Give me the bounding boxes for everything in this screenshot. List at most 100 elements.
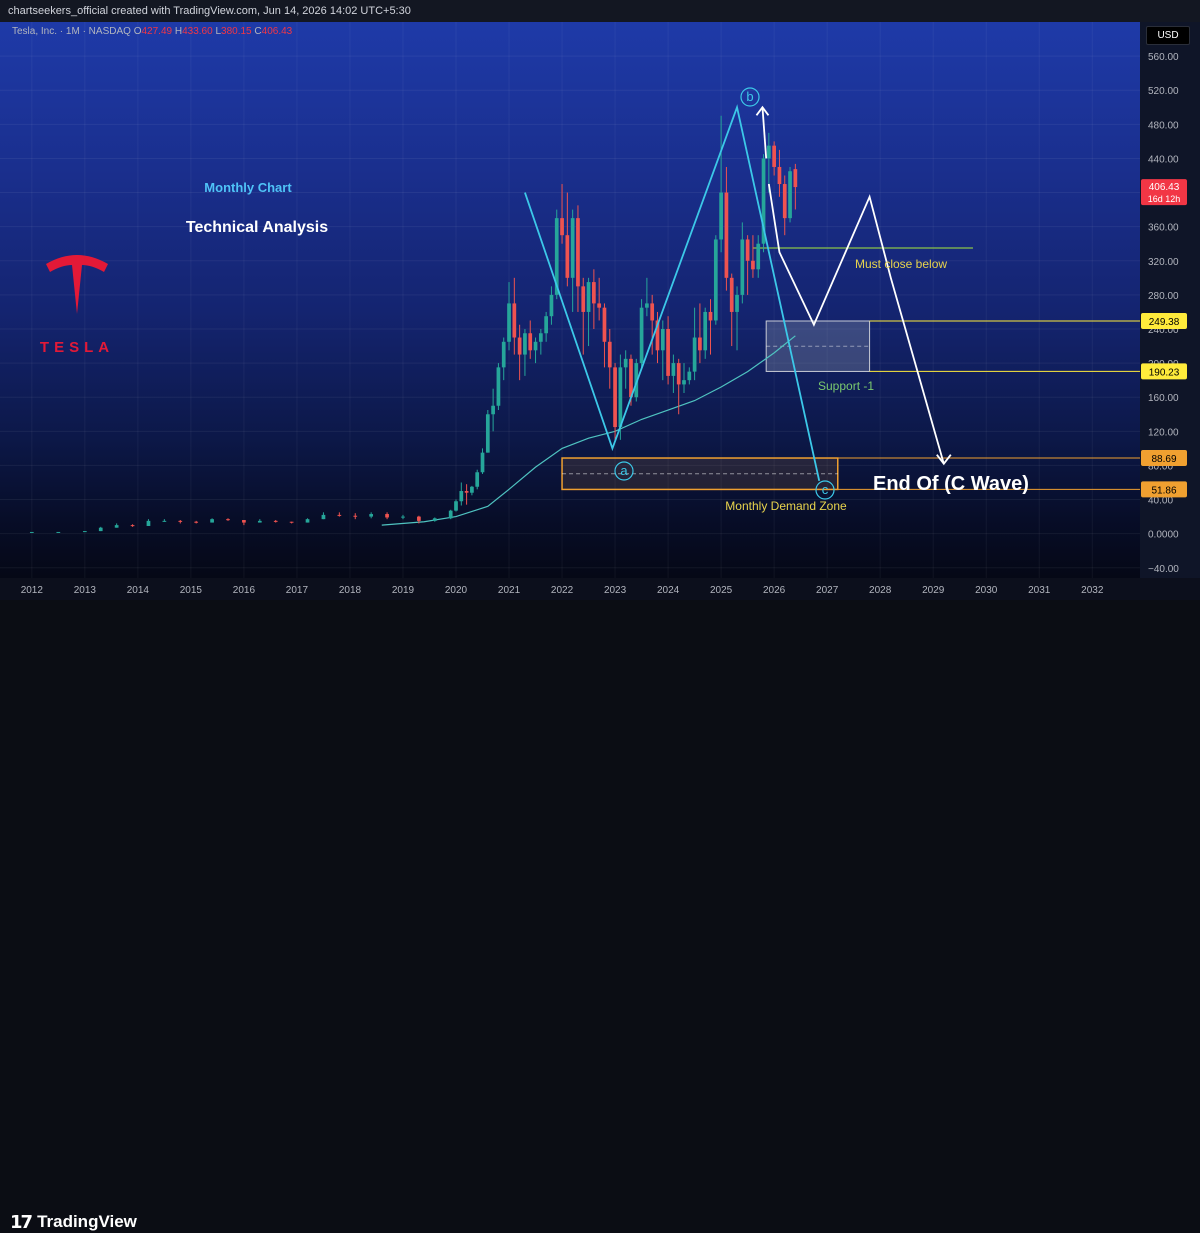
candle-body[interactable] bbox=[146, 520, 151, 526]
candle-body[interactable] bbox=[517, 337, 522, 355]
candle-body[interactable] bbox=[751, 260, 755, 270]
candle-body[interactable] bbox=[273, 520, 278, 522]
candle-body[interactable] bbox=[56, 531, 61, 533]
candle-body[interactable] bbox=[613, 367, 617, 428]
demand-zone-label: Monthly Demand Zone bbox=[725, 499, 847, 513]
candle-body[interactable] bbox=[485, 414, 490, 453]
candle-body[interactable] bbox=[448, 510, 453, 519]
price-chart[interactable]: 560.00520.00480.00440.00400.00360.00320.… bbox=[0, 22, 1200, 600]
plot-area[interactable] bbox=[0, 22, 1140, 600]
candle-body[interactable] bbox=[464, 491, 469, 493]
candle-body[interactable] bbox=[576, 218, 580, 287]
candle-body[interactable] bbox=[698, 337, 702, 351]
candle-body[interactable] bbox=[602, 307, 607, 342]
candle-body[interactable] bbox=[634, 363, 639, 398]
candle-body[interactable] bbox=[242, 520, 246, 523]
candle-body[interactable] bbox=[401, 516, 405, 518]
candle-body[interactable] bbox=[607, 341, 612, 368]
candle-body[interactable] bbox=[226, 519, 230, 521]
candle-body[interactable] bbox=[581, 286, 586, 312]
candle-body[interactable] bbox=[687, 371, 692, 381]
candle-body[interactable] bbox=[724, 192, 729, 278]
candle-body[interactable] bbox=[597, 303, 602, 308]
candle-body[interactable] bbox=[682, 380, 686, 385]
candle-body[interactable] bbox=[660, 328, 665, 351]
level-51-tag: 51.86 bbox=[1151, 485, 1176, 496]
candle-body[interactable] bbox=[385, 514, 389, 518]
candle-body[interactable] bbox=[618, 367, 623, 428]
candle-body[interactable] bbox=[655, 320, 660, 351]
candle-body[interactable] bbox=[194, 521, 199, 523]
candle-body[interactable] bbox=[523, 333, 527, 355]
candle-body[interactable] bbox=[735, 294, 739, 312]
candle-body[interactable] bbox=[586, 282, 591, 312]
candle-body[interactable] bbox=[629, 358, 633, 398]
candle-body[interactable] bbox=[459, 491, 464, 502]
candle-body[interactable] bbox=[766, 145, 771, 159]
candle-body[interactable] bbox=[671, 363, 676, 376]
candle-body[interactable] bbox=[719, 192, 723, 240]
candle-body[interactable] bbox=[501, 341, 506, 368]
candle-body[interactable] bbox=[82, 531, 87, 533]
candle-body[interactable] bbox=[475, 472, 480, 487]
candle-body[interactable] bbox=[337, 514, 342, 516]
candle-body[interactable] bbox=[528, 333, 533, 351]
candle-body[interactable] bbox=[793, 169, 798, 188]
candle-body[interactable] bbox=[178, 520, 183, 522]
candle-body[interactable] bbox=[507, 303, 511, 342]
candle-body[interactable] bbox=[417, 516, 421, 521]
candle-body[interactable] bbox=[639, 307, 644, 364]
candle-body[interactable] bbox=[772, 145, 776, 167]
symbol-name: Tesla, Inc. · 1M · NASDAQ bbox=[12, 26, 131, 37]
candle-body[interactable] bbox=[544, 316, 548, 334]
candle-body[interactable] bbox=[496, 367, 501, 406]
candle-body[interactable] bbox=[289, 521, 294, 523]
candle-body[interactable] bbox=[740, 239, 745, 295]
candle-body[interactable] bbox=[623, 358, 628, 368]
candle-body[interactable] bbox=[592, 282, 596, 304]
time-axis[interactable] bbox=[0, 578, 1200, 600]
candle-body[interactable] bbox=[570, 218, 575, 278]
candle-body[interactable] bbox=[645, 303, 649, 308]
candle-body[interactable] bbox=[713, 239, 718, 321]
candle-body[interactable] bbox=[533, 341, 538, 351]
candle-body[interactable] bbox=[512, 303, 517, 338]
candle-body[interactable] bbox=[470, 486, 474, 493]
candle-body[interactable] bbox=[305, 519, 310, 523]
candle-body[interactable] bbox=[321, 514, 326, 520]
candle-body[interactable] bbox=[538, 333, 543, 342]
candle-body[interactable] bbox=[432, 518, 437, 521]
candle-body[interactable] bbox=[210, 519, 214, 523]
candle-body[interactable] bbox=[650, 303, 655, 321]
candle-body[interactable] bbox=[29, 531, 34, 533]
candle-body[interactable] bbox=[745, 239, 750, 261]
candle-body[interactable] bbox=[98, 527, 103, 532]
candle-body[interactable] bbox=[692, 337, 697, 372]
candle-body[interactable] bbox=[666, 328, 670, 376]
candle-body[interactable] bbox=[480, 452, 485, 473]
candle-body[interactable] bbox=[761, 158, 766, 244]
candle-body[interactable] bbox=[788, 171, 792, 219]
candle-body[interactable] bbox=[565, 235, 570, 278]
candle-body[interactable] bbox=[729, 277, 734, 312]
candle-body[interactable] bbox=[708, 311, 713, 321]
candle-body[interactable] bbox=[491, 405, 495, 415]
candle-body[interactable] bbox=[162, 520, 167, 522]
candle-body[interactable] bbox=[560, 218, 564, 236]
candle-body[interactable] bbox=[676, 363, 681, 385]
candle-body[interactable] bbox=[369, 514, 374, 517]
candle-body[interactable] bbox=[777, 166, 782, 185]
candle-body[interactable] bbox=[454, 501, 458, 511]
candle-body[interactable] bbox=[703, 311, 708, 351]
candle-body[interactable] bbox=[756, 243, 761, 270]
candle-body[interactable] bbox=[782, 184, 787, 219]
candle-body[interactable] bbox=[257, 520, 262, 523]
candle-body[interactable] bbox=[549, 294, 554, 317]
tradingview-brand[interactable]: 17 TradingView bbox=[10, 1212, 137, 1233]
candle-body[interactable] bbox=[353, 515, 358, 517]
candle-body[interactable] bbox=[114, 525, 119, 528]
candle-body[interactable] bbox=[130, 525, 135, 527]
candle-body[interactable] bbox=[554, 218, 559, 295]
currency-button[interactable]: USD bbox=[1146, 26, 1190, 45]
price-axis[interactable] bbox=[1140, 22, 1200, 600]
